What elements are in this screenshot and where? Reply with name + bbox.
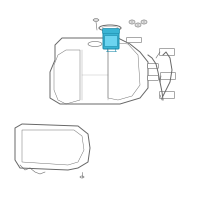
FancyBboxPatch shape: [103, 29, 119, 49]
FancyBboxPatch shape: [127, 38, 142, 43]
FancyBboxPatch shape: [103, 29, 119, 33]
FancyBboxPatch shape: [160, 92, 174, 98]
FancyBboxPatch shape: [148, 76, 158, 80]
FancyBboxPatch shape: [160, 48, 174, 55]
FancyBboxPatch shape: [104, 36, 118, 46]
FancyBboxPatch shape: [148, 64, 158, 68]
FancyBboxPatch shape: [160, 72, 176, 79]
